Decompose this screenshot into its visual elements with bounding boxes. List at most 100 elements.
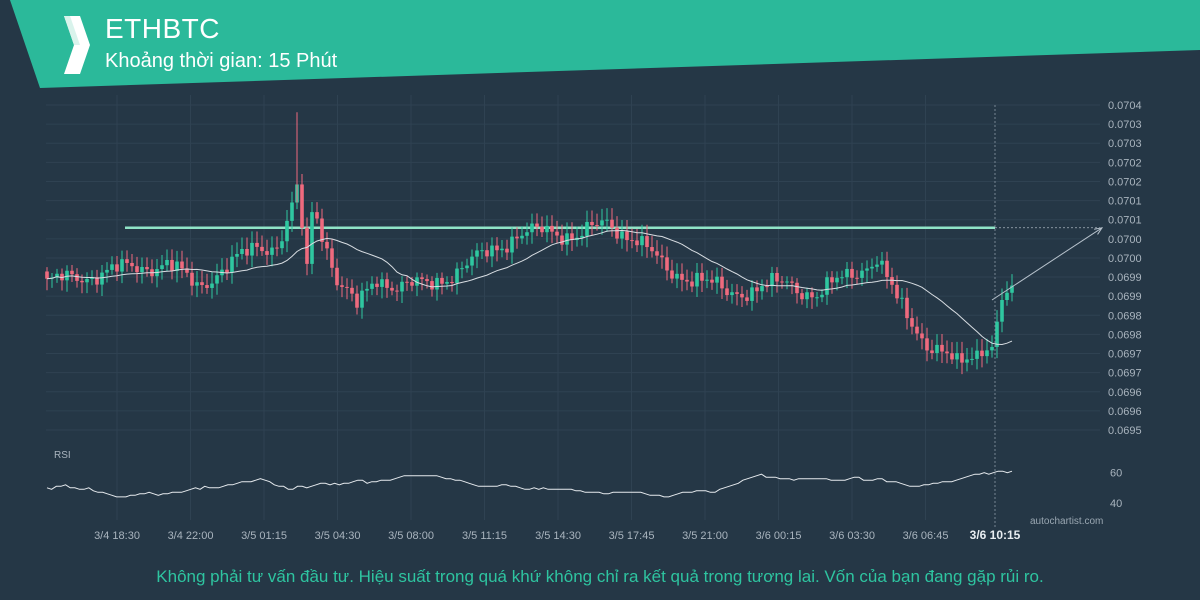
candle-up xyxy=(880,260,884,265)
candle-up xyxy=(730,292,734,296)
candle-up xyxy=(695,272,699,287)
candle-down xyxy=(690,281,694,287)
candle-down xyxy=(125,259,129,263)
candle-up xyxy=(370,283,374,289)
candle-up xyxy=(140,267,144,273)
candle-down xyxy=(320,218,324,242)
candle-up xyxy=(400,281,404,292)
candle-up xyxy=(860,270,864,278)
price-tick-label: 0.0698 xyxy=(1108,310,1142,322)
candle-down xyxy=(260,246,264,252)
candle-down xyxy=(70,270,74,275)
candle-down xyxy=(180,261,184,269)
candle-down xyxy=(905,297,909,319)
candle-down xyxy=(655,251,659,256)
candle-up xyxy=(215,275,219,284)
header-banner xyxy=(10,0,1200,88)
candle-down xyxy=(60,273,64,281)
candle-down xyxy=(550,225,554,232)
candle-up xyxy=(415,277,419,286)
candle-down xyxy=(450,281,454,284)
candle-up xyxy=(585,221,589,236)
candle-up xyxy=(160,265,164,270)
price-tick-label: 0.0696 xyxy=(1108,406,1142,418)
candle-down xyxy=(555,231,559,236)
candle-down xyxy=(395,290,399,292)
candle-up xyxy=(750,287,754,301)
candle-up xyxy=(90,277,94,279)
candle-down xyxy=(570,233,574,241)
price-tick-label: 0.0700 xyxy=(1108,234,1142,246)
candle-up xyxy=(520,235,524,239)
candle-down xyxy=(710,279,714,283)
candle-up xyxy=(280,241,284,249)
candle-down xyxy=(590,221,594,226)
candle-down xyxy=(670,270,674,279)
candle-up xyxy=(785,281,789,283)
time-tick-label: 3/5 17:45 xyxy=(609,530,655,542)
candle-up xyxy=(235,253,239,257)
price-tick-label: 0.0703 xyxy=(1108,138,1142,150)
candle-down xyxy=(170,259,174,271)
time-tick-label: 3/5 04:30 xyxy=(315,530,361,542)
candle-down xyxy=(680,273,684,280)
candle-down xyxy=(560,235,564,245)
candle-down xyxy=(780,281,784,283)
candle-down xyxy=(665,257,669,271)
rsi-label: RSI xyxy=(54,450,71,461)
candle-up xyxy=(230,256,234,273)
candle-down xyxy=(915,326,919,334)
candle-down xyxy=(630,240,634,242)
candle-down xyxy=(700,272,704,281)
candle-down xyxy=(790,281,794,283)
rsi-tick-label: 40 xyxy=(1110,498,1122,510)
rsi-panel: RSI 60 40 xyxy=(46,450,1122,510)
candle-down xyxy=(720,276,724,289)
price-tick-label: 0.0703 xyxy=(1108,119,1142,131)
candle-up xyxy=(970,358,974,360)
candle-down xyxy=(610,219,614,228)
candle-up xyxy=(545,225,549,233)
candle-up xyxy=(820,294,824,298)
candle-down xyxy=(685,279,689,282)
candle-up xyxy=(490,245,494,257)
candle-up xyxy=(870,266,874,269)
candle-up xyxy=(380,279,384,287)
candle-up xyxy=(760,286,764,292)
candle-up xyxy=(865,268,869,271)
candle-down xyxy=(425,279,429,282)
time-tick-label: 3/5 11:15 xyxy=(462,530,507,542)
candle-down xyxy=(645,236,649,248)
candle-down xyxy=(325,241,329,249)
candle-up xyxy=(110,264,114,270)
candle-down xyxy=(95,277,99,285)
candle-up xyxy=(640,236,644,246)
candle-up xyxy=(210,283,214,288)
candle-up xyxy=(815,297,819,299)
candle-up xyxy=(825,277,829,295)
price-tick-label: 0.0700 xyxy=(1108,253,1142,265)
candle-down xyxy=(950,353,954,360)
candle-up xyxy=(100,272,104,285)
candle-up xyxy=(65,270,69,281)
time-tick-label: 3/6 00:15 xyxy=(756,530,802,542)
candle-up xyxy=(460,268,464,270)
candle-up xyxy=(875,264,879,267)
candle-up xyxy=(990,346,994,351)
candle-up xyxy=(845,268,849,278)
candle-down xyxy=(850,268,854,278)
price-tick-label: 0.0695 xyxy=(1108,425,1142,437)
candle-down xyxy=(350,287,354,294)
candle-down xyxy=(735,292,739,294)
candle-down xyxy=(625,231,629,241)
candle-up xyxy=(835,277,839,283)
candle-down xyxy=(345,286,349,288)
candle-up xyxy=(525,232,529,236)
candle-down xyxy=(495,245,499,251)
candle-up xyxy=(120,259,124,272)
watermark: autochartist.com xyxy=(1030,516,1104,527)
candle-down xyxy=(505,248,509,253)
current-time-label: 3/6 10:15 xyxy=(970,528,1021,542)
price-tick-label: 0.0702 xyxy=(1108,176,1142,188)
